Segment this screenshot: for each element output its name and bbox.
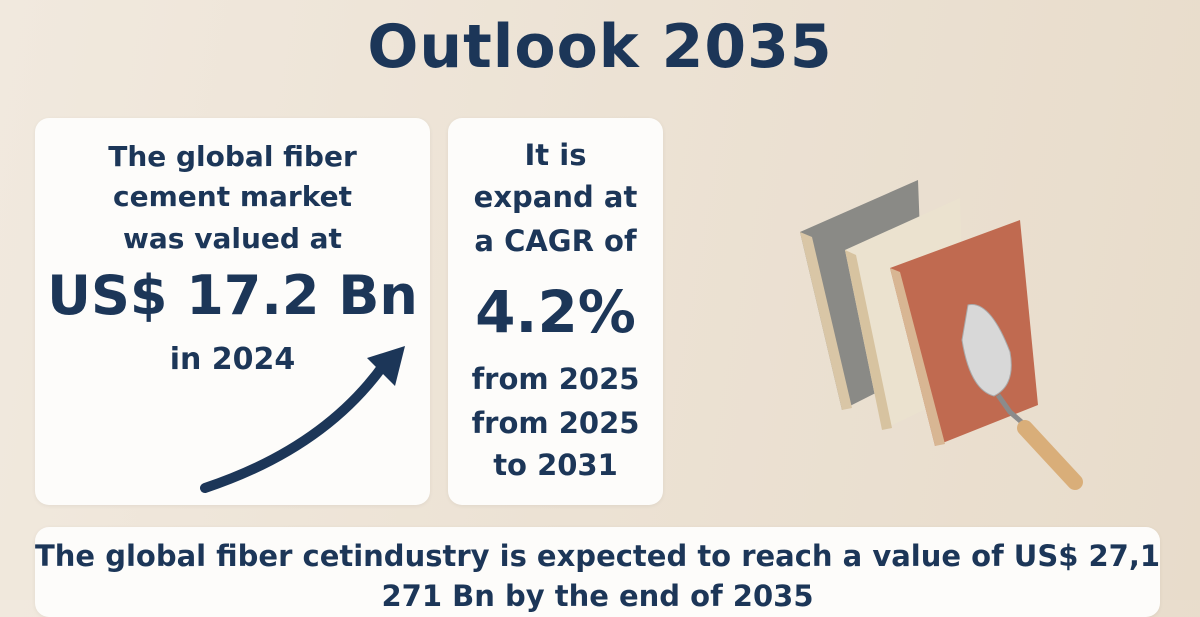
card-text: was valued at [123,222,342,255]
illustration [800,180,1083,490]
card-text: The global fiber [108,140,357,173]
title: Outlook 2035 [367,12,833,82]
trowel-blade [961,304,1012,397]
card-text: in 2024 [169,342,296,377]
card-text: from 2025 [471,406,640,440]
card-text: from 2025 [471,362,640,396]
terracotta-panel-edge [890,268,945,446]
footer-text: The global fiber cetindustry is expected… [35,539,1161,573]
card-text: to 2031 [493,448,618,482]
growth-arrow [200,346,405,493]
trowel-handle [1017,420,1083,490]
gray-panel-edge [800,232,852,410]
card-text: expand at [473,180,638,214]
card-text: It is [524,138,587,172]
card-highlight: US$ 17.2 Bn [47,264,418,327]
arrow-head [367,346,405,386]
cream-panel-edge [845,250,892,430]
arrow-shaft [200,358,390,493]
footer-text: 271 Bn by the end of 2035 [381,579,814,613]
forecast-card: The global fiber cetindustry is expected… [35,527,1160,617]
card-text: cement market [113,180,352,213]
card-text: a CAGR of [474,224,637,258]
market-card: The global fiber cement market was value… [35,118,430,505]
card-highlight: 4.2% [475,278,636,346]
trowel-neck [995,393,1027,427]
cagr-card: It is expand at a CAGR of 4.2% from 2025… [448,118,663,505]
